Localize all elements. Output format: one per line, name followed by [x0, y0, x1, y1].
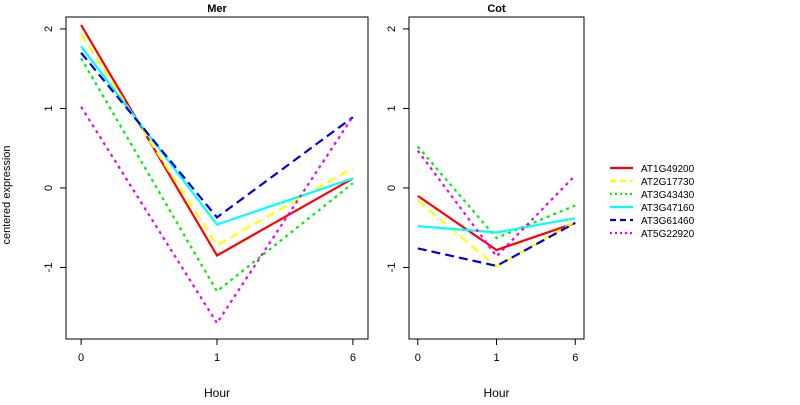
y-tick-label: 1 — [386, 105, 398, 111]
y-tick-label: -1 — [386, 263, 398, 273]
panel-mer: Mer 0 1 6 Hour 2 1 0 -1 — [43, 3, 369, 400]
panel-title: Mer — [207, 3, 227, 15]
series-line-at1g49200 — [417, 194, 576, 252]
x-tick-label: 6 — [350, 352, 356, 364]
legend-label: AT1G49200 — [641, 164, 695, 175]
series-line-at2g17730 — [417, 199, 576, 268]
panel-title: Cot — [487, 3, 506, 15]
y-tick-label: 0 — [386, 185, 398, 191]
legend-label: AT3G61460 — [641, 216, 695, 227]
legend-box — [600, 155, 695, 240]
x-tick-label: 0 — [78, 352, 84, 364]
series-line-at3g43430 — [80, 57, 354, 293]
legend: AT1G49200 AT2G17730 AT3G43430 AT3G47160 AT3G… — [600, 155, 695, 240]
legend-label: AT3G43430 — [641, 190, 695, 201]
legend-label: AT2G17730 — [641, 177, 695, 188]
x-tick-label: 0 — [415, 352, 421, 364]
series-line-at3g47160 — [80, 45, 354, 226]
panel-cot: Cot 0 1 6 Hour 2 1 0 -1 — [386, 3, 585, 400]
y-tick-label: 0 — [43, 185, 55, 191]
series-line-at3g61460 — [80, 52, 354, 219]
y-axis-label: centered expression — [1, 145, 13, 244]
series-line-at3g61460 — [417, 221, 576, 268]
series-line-at3g47160 — [417, 217, 576, 234]
plot-frame — [408, 16, 585, 340]
series-line-at1g49200 — [80, 24, 354, 257]
legend-label: AT3G47160 — [641, 203, 695, 214]
series-line-at5g22920 — [80, 106, 354, 326]
y-tick-label: -1 — [43, 263, 55, 273]
y-tick-label: 2 — [386, 26, 398, 32]
y-tick-label: 1 — [43, 105, 55, 111]
plot-frame — [65, 16, 369, 340]
series-line-at3g43430 — [416, 145, 576, 240]
x-axis-label: Hour — [204, 386, 230, 400]
x-axis-label: Hour — [483, 386, 509, 400]
x-tick-label: 1 — [214, 352, 220, 364]
y-tick-label: 2 — [43, 26, 55, 32]
x-tick-label: 6 — [572, 352, 578, 364]
series-line-at5g22920 — [416, 149, 577, 258]
series-line-at2g17730 — [80, 33, 354, 247]
chart-panels: Mer 0 1 6 Hour 2 1 0 -1 Cot 0 1 6 Hour 2 1 0 -1 — [43, 3, 585, 400]
legend-label: AT5G22920 — [641, 229, 695, 240]
x-tick-label: 1 — [493, 352, 499, 364]
